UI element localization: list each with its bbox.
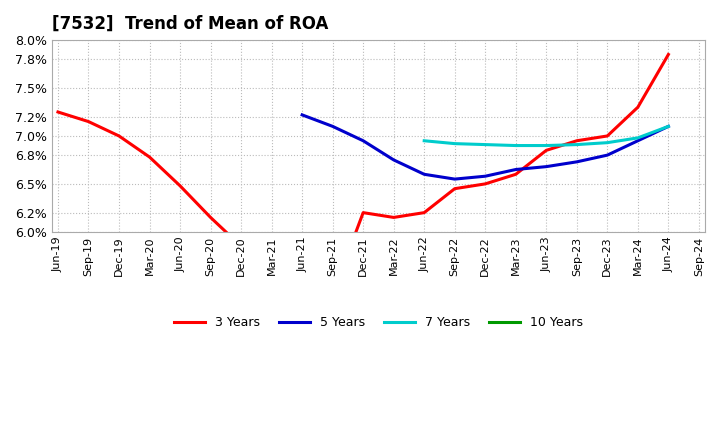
7 Years: [481, 142, 490, 147]
5 Years: [359, 138, 367, 143]
3 Years: [511, 172, 520, 177]
3 Years: [298, 301, 307, 306]
3 Years: [206, 215, 215, 220]
7 Years: [664, 124, 672, 129]
3 Years: [328, 291, 337, 297]
7 Years: [603, 140, 612, 145]
3 Years: [176, 183, 184, 188]
3 Years: [145, 154, 154, 160]
5 Years: [664, 124, 672, 129]
7 Years: [451, 141, 459, 146]
7 Years: [572, 142, 581, 147]
3 Years: [390, 215, 398, 220]
3 Years: [114, 133, 123, 139]
3 Years: [572, 138, 581, 143]
3 Years: [664, 52, 672, 57]
7 Years: [634, 135, 642, 140]
5 Years: [451, 176, 459, 182]
5 Years: [328, 124, 337, 129]
Line: 3 Years: 3 Years: [58, 55, 668, 304]
Legend: 3 Years, 5 Years, 7 Years, 10 Years: 3 Years, 5 Years, 7 Years, 10 Years: [168, 311, 588, 334]
Line: 5 Years: 5 Years: [302, 115, 668, 179]
7 Years: [542, 143, 551, 148]
7 Years: [511, 143, 520, 148]
Line: 7 Years: 7 Years: [424, 126, 668, 146]
3 Years: [359, 210, 367, 215]
5 Years: [572, 159, 581, 165]
3 Years: [420, 210, 428, 215]
5 Years: [634, 138, 642, 143]
3 Years: [451, 186, 459, 191]
3 Years: [481, 181, 490, 187]
5 Years: [420, 172, 428, 177]
3 Years: [603, 133, 612, 139]
3 Years: [267, 272, 276, 278]
5 Years: [481, 173, 490, 179]
5 Years: [298, 112, 307, 117]
3 Years: [84, 119, 93, 124]
5 Years: [390, 157, 398, 162]
3 Years: [634, 105, 642, 110]
3 Years: [237, 244, 246, 249]
Text: [7532]  Trend of Mean of ROA: [7532] Trend of Mean of ROA: [52, 15, 328, 33]
5 Years: [603, 153, 612, 158]
5 Years: [511, 167, 520, 172]
3 Years: [54, 110, 63, 115]
7 Years: [420, 138, 428, 143]
3 Years: [542, 148, 551, 153]
5 Years: [542, 164, 551, 169]
